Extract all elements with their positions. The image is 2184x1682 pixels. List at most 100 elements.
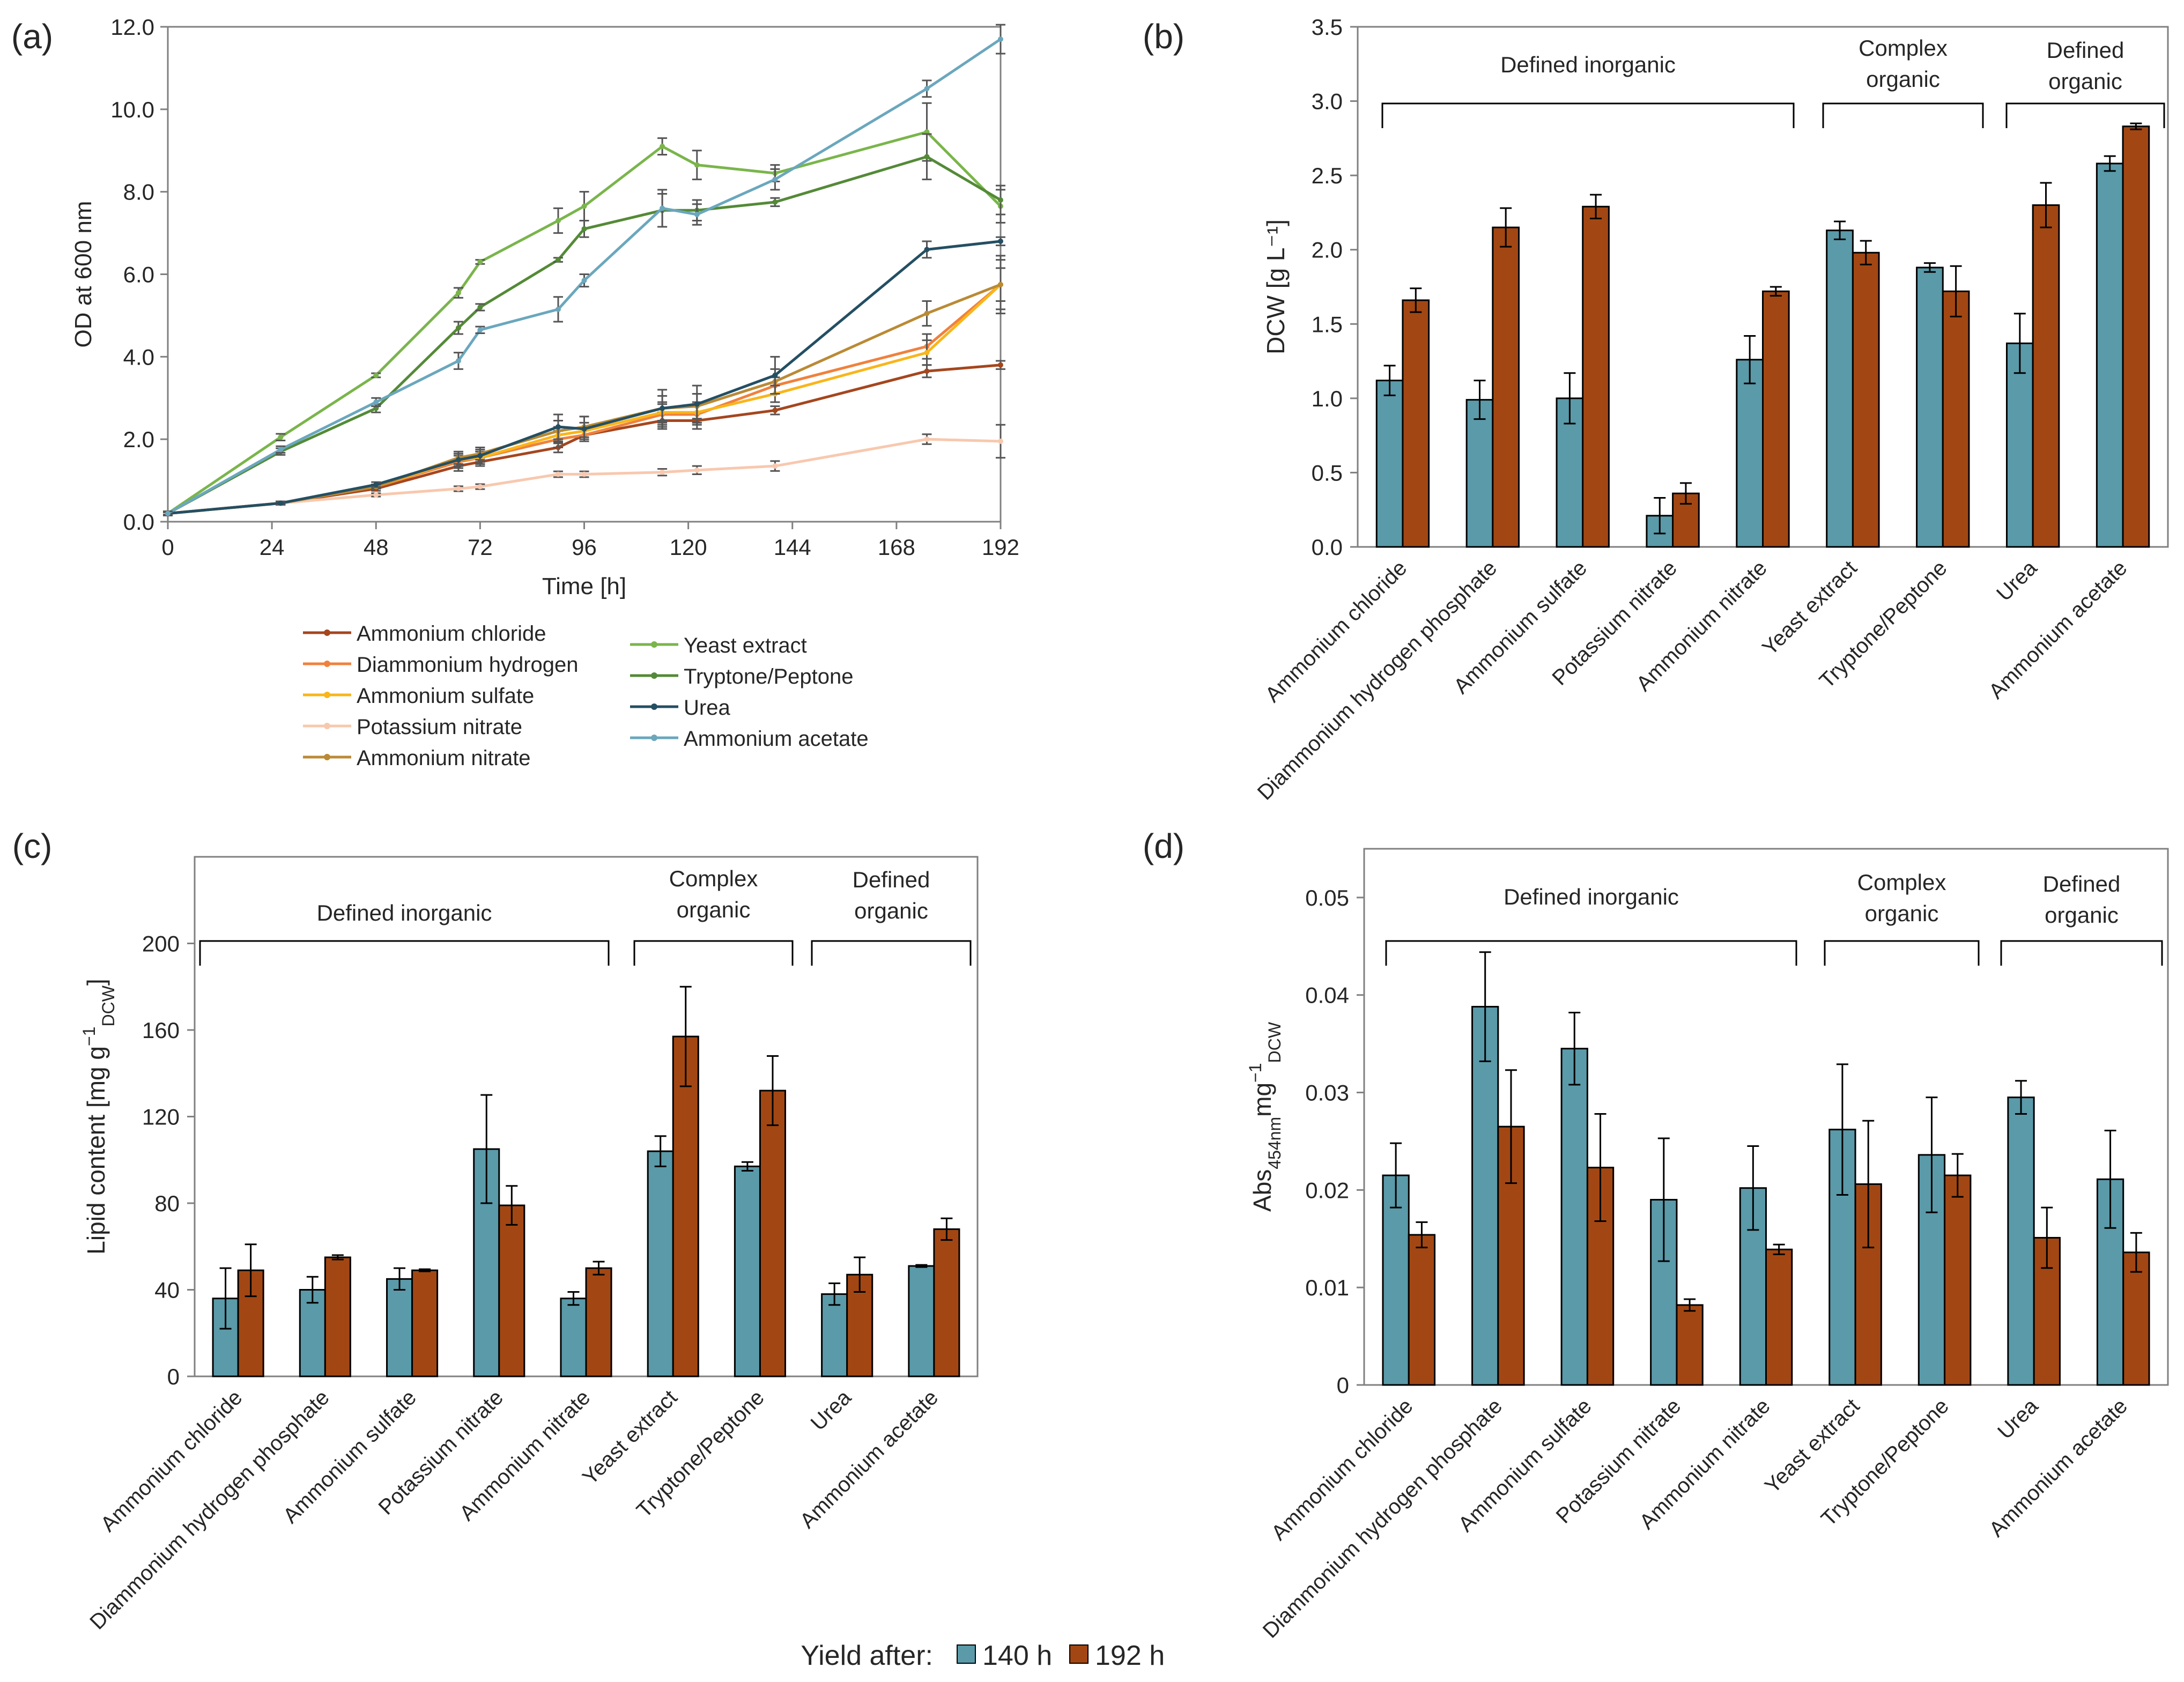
panel-a-legend: Ammonium chloride Diammonium hydrogen Ammo… xyxy=(303,622,869,770)
data-point xyxy=(477,327,483,333)
bar-192h xyxy=(411,1269,439,1377)
data-point xyxy=(477,453,483,458)
bar-140h xyxy=(908,1265,935,1377)
error-bar xyxy=(1860,240,1872,265)
error-bar xyxy=(419,1268,431,1272)
data-point xyxy=(278,434,284,440)
bar-group xyxy=(1471,951,1525,1386)
legend-item-yeast_extract: Yeast extract xyxy=(630,634,807,657)
bar-group xyxy=(734,1055,786,1377)
bar-192h xyxy=(2032,204,2060,548)
error-bar xyxy=(2013,313,2026,374)
series-line xyxy=(167,283,1001,515)
legend-item-potassium_nitrate: Potassium nitrate xyxy=(303,715,522,739)
legend-swatch-140h xyxy=(957,1644,976,1664)
y-axis-label: OD at 600 nm xyxy=(70,201,97,348)
bar-192h xyxy=(1942,290,1970,548)
data-point xyxy=(455,457,461,463)
y-tick-label: 4.0 xyxy=(123,344,154,369)
bar-192h xyxy=(846,1273,873,1377)
data-point xyxy=(477,259,483,265)
error-bar xyxy=(1744,335,1756,384)
error-bar xyxy=(2041,1206,2053,1269)
group-label: Defined xyxy=(853,867,930,892)
legend-label: Tryptone/Peptone xyxy=(684,665,854,688)
y-tick-label: 0.01 xyxy=(1305,1275,1349,1300)
error-bar xyxy=(1951,1153,1964,1198)
legend-item-diammonium_hydrogen: Diammonium hydrogen xyxy=(303,653,579,677)
legend-marker xyxy=(324,661,330,667)
error-bar xyxy=(941,1217,953,1241)
data-point xyxy=(924,247,930,253)
error-bar xyxy=(593,1261,605,1276)
series-line xyxy=(167,283,1002,515)
bar-140h xyxy=(734,1165,761,1377)
y-tick-label: 0.0 xyxy=(1312,535,1343,560)
error-bar xyxy=(1834,220,1846,240)
legend-marker xyxy=(324,723,330,729)
error-bar xyxy=(306,1276,319,1304)
group-bracket: Complex organic xyxy=(633,866,794,966)
bar-192h xyxy=(1408,1234,1436,1386)
y-tick-label: 120 xyxy=(142,1105,180,1130)
error-bar xyxy=(1773,1243,1785,1255)
y-tick-label: 2.5 xyxy=(1312,163,1343,188)
bar-group xyxy=(1556,194,1610,548)
bar-192h xyxy=(933,1228,960,1377)
data-point xyxy=(694,401,700,407)
data-point xyxy=(555,218,561,224)
bracket-line xyxy=(811,940,972,966)
bar-140h xyxy=(1471,1006,1499,1386)
legend-marker xyxy=(651,703,657,710)
y-axis-label: Lipid content [mg g−1DCW] xyxy=(79,979,118,1254)
category-label: Urea xyxy=(806,1385,856,1435)
x-tick-label: 192 xyxy=(982,535,1019,560)
group-label: organic xyxy=(2048,69,2122,94)
y-tick-label: 3.0 xyxy=(1312,89,1343,114)
bar-group xyxy=(647,986,699,1377)
bar-group xyxy=(1916,262,1970,548)
bar-140h xyxy=(560,1298,587,1377)
data-point xyxy=(455,290,461,296)
series-line xyxy=(167,155,1002,515)
bar-192h xyxy=(759,1090,786,1377)
group-bracket: Defined organic xyxy=(2005,38,2165,128)
bar-group xyxy=(908,1217,960,1377)
data-point xyxy=(772,199,778,205)
legend-label: Ammonium nitrate xyxy=(357,746,531,770)
error-bar xyxy=(679,986,692,1087)
bar-140h xyxy=(1736,359,1764,548)
error-bar xyxy=(1505,1069,1517,1184)
legend-label: Ammonium sulfate xyxy=(357,684,534,708)
data-point xyxy=(555,257,561,263)
panel-label: (c) xyxy=(12,827,53,865)
bracket-line xyxy=(2005,102,2165,128)
error-bar xyxy=(1500,207,1512,248)
category-label: Ammonium chloride xyxy=(96,1385,247,1536)
x-tick-label: 120 xyxy=(670,535,707,560)
legend-label: Urea xyxy=(684,696,730,720)
group-label: Defined inorganic xyxy=(1500,52,1676,77)
legend-marker xyxy=(324,692,330,698)
bracket-line xyxy=(633,940,794,966)
legend-item-tryptone_peptone: Tryptone/Peptone xyxy=(630,665,854,688)
x-tick-label: 0 xyxy=(161,535,174,560)
y-tick-label: 160 xyxy=(142,1018,180,1043)
group-label: Complex xyxy=(1859,35,1948,61)
error-bar xyxy=(1564,372,1576,425)
error-bar xyxy=(567,1291,580,1306)
error-bar xyxy=(506,1185,518,1226)
data-point xyxy=(555,306,561,312)
series-line xyxy=(167,283,1002,515)
data-point xyxy=(998,439,1003,444)
bar-group xyxy=(1739,1145,1793,1386)
error-bar xyxy=(1390,1142,1402,1209)
data-point xyxy=(373,481,379,487)
data-point xyxy=(924,368,930,374)
data-point xyxy=(165,510,171,516)
y-tick-label: 12.0 xyxy=(110,14,154,40)
bar-group xyxy=(1465,207,1520,548)
error-bar xyxy=(1657,1137,1670,1262)
legend-item-ammonium_sulfate: Ammonium sulfate xyxy=(303,684,534,708)
legend-marker xyxy=(324,629,330,636)
